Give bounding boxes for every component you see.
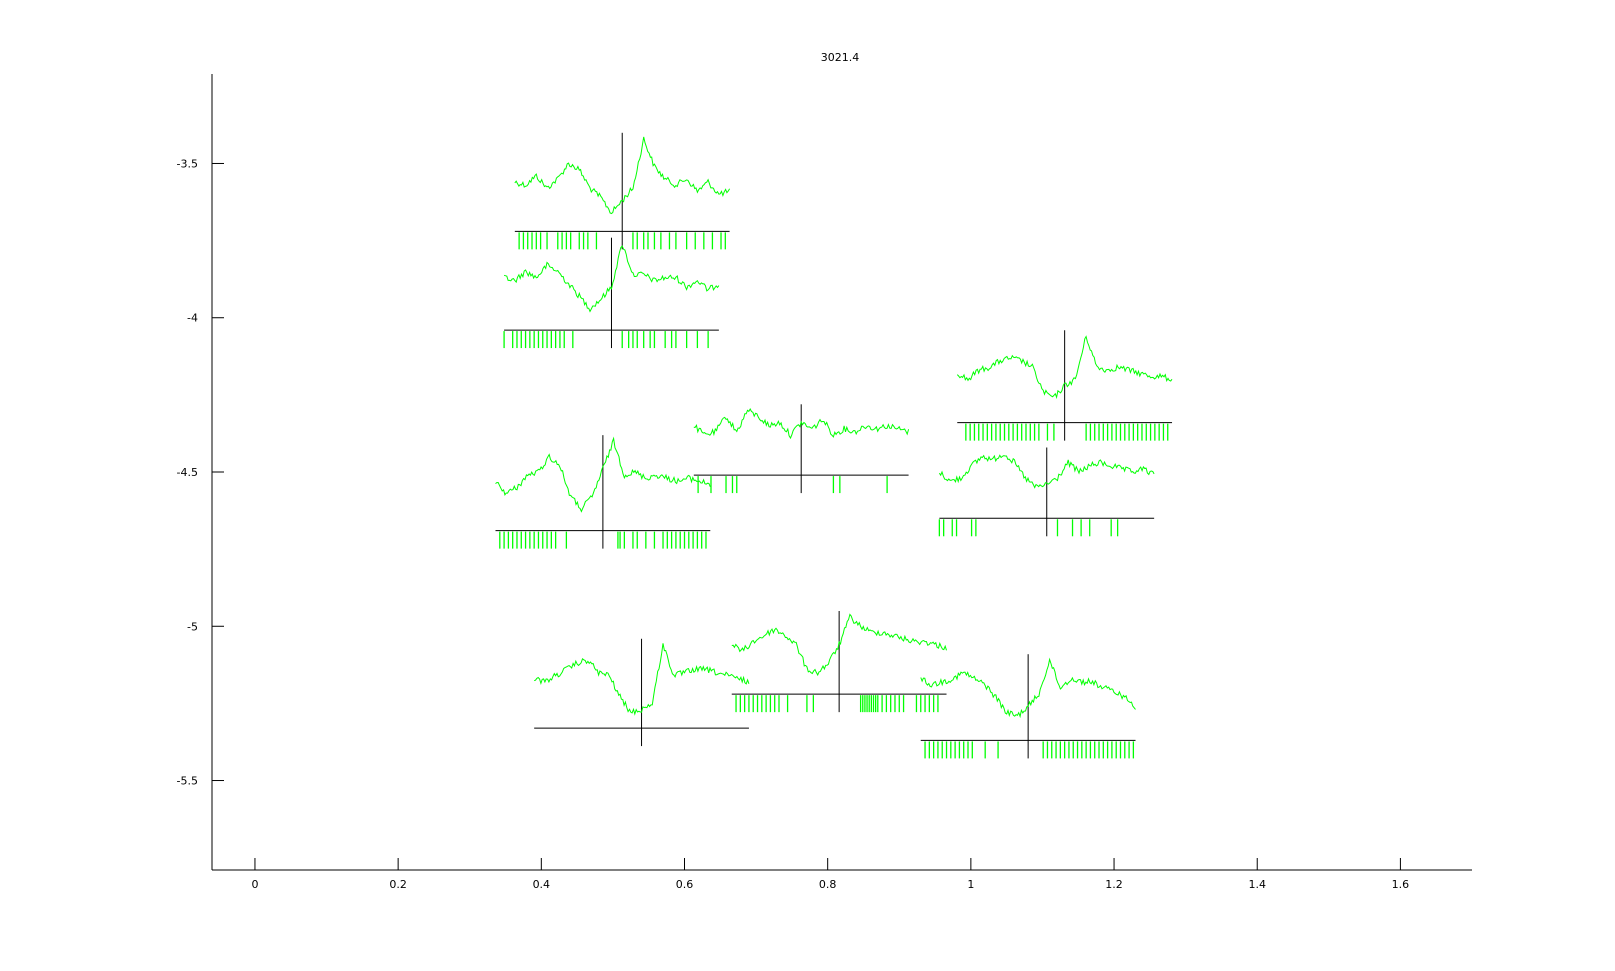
unit-2: [503, 237, 720, 349]
unit-trace: [495, 436, 711, 513]
unit-trace: [534, 643, 750, 716]
unit-3: [956, 330, 1173, 441]
x-tick-label: 0.4: [533, 878, 551, 891]
unit-4: [693, 404, 910, 494]
unit-5: [938, 447, 1155, 537]
unit-trace: [503, 245, 720, 313]
y-tick-label: -4: [187, 312, 198, 325]
unit-trace: [514, 136, 731, 215]
units-layer: [495, 132, 1173, 759]
axes: 0 0.2 0.4 0.6 0.8 1 1.2 1.4 1.6 -3.5 -4 -4.5 -5 -5.5: [177, 74, 1472, 891]
x-tick-label: 1.6: [1392, 878, 1410, 891]
x-tick-label: 0.8: [819, 878, 837, 891]
y-tick-label: -4.5: [177, 466, 198, 479]
x-tick-label: 0.6: [676, 878, 694, 891]
unit-8: [534, 638, 750, 747]
unit-trace: [956, 335, 1173, 400]
x-tick-label: 1.4: [1248, 878, 1266, 891]
unit-1: [514, 132, 731, 250]
x-tick-label: 1.2: [1105, 878, 1123, 891]
y-tick-label: -5: [187, 620, 198, 633]
unit-trace: [938, 454, 1155, 489]
unit-trace: [920, 657, 1136, 719]
unit-trace: [693, 407, 910, 440]
unit-7: [731, 611, 947, 713]
x-tick-label: 0.2: [389, 878, 407, 891]
y-tick-label: -3.5: [177, 157, 198, 170]
y-tick-label: -5.5: [177, 775, 198, 788]
x-tick-label: 0: [251, 878, 258, 891]
unit-trace: [731, 613, 947, 677]
unit-6: [495, 435, 711, 549]
x-tick-label: 1: [967, 878, 974, 891]
unit-9: [920, 654, 1136, 759]
chart-title: 3021.4: [821, 51, 860, 64]
